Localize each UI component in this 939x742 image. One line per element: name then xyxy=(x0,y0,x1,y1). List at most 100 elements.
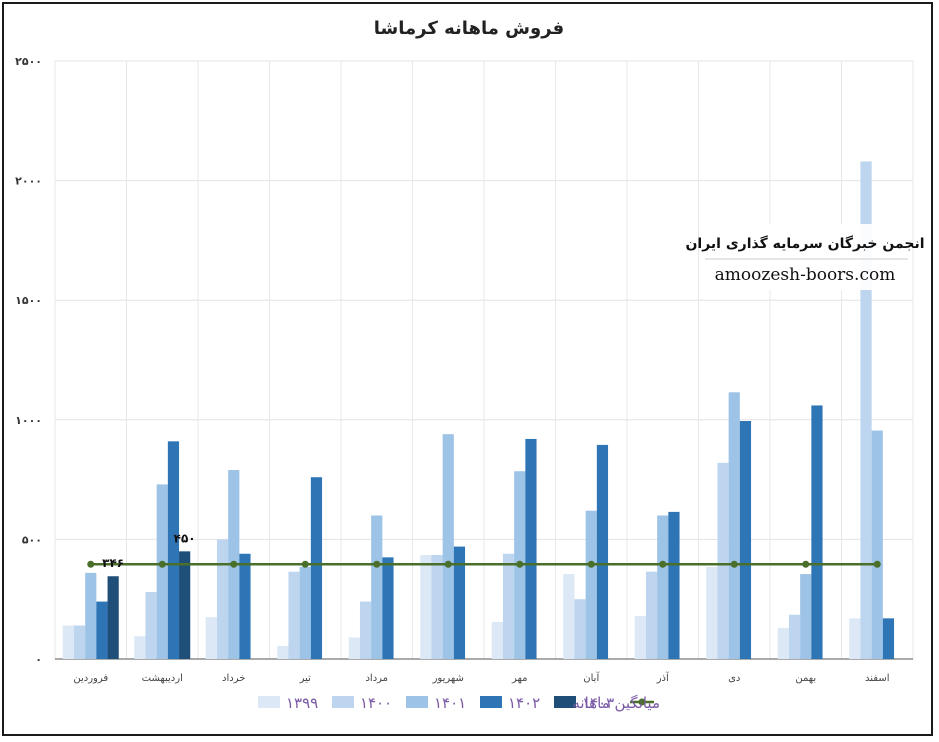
average-point xyxy=(516,560,524,568)
average-point xyxy=(873,560,881,568)
bar xyxy=(563,574,575,659)
bar xyxy=(216,539,229,659)
x-tick-label: مرداد xyxy=(365,673,388,684)
bar xyxy=(167,441,180,659)
legend-label: ۱۳۹۹ xyxy=(286,694,318,712)
legend-swatch xyxy=(480,696,502,708)
bar xyxy=(574,599,586,659)
bar xyxy=(668,511,680,659)
bar xyxy=(205,617,217,659)
bar xyxy=(800,574,812,659)
x-tick-label: آذر xyxy=(656,671,670,684)
bar xyxy=(288,571,300,659)
legend-swatch xyxy=(258,696,280,708)
average-point xyxy=(802,560,810,568)
chart-title: فروش ماهانه کرماشا xyxy=(374,18,564,39)
data-label: ۴۵۰ xyxy=(174,531,196,545)
legend-label: ۱۴۰۳ xyxy=(582,694,614,712)
bar xyxy=(299,566,311,659)
bars xyxy=(62,161,895,660)
average-point xyxy=(301,560,309,568)
x-tick-label: آبان xyxy=(583,671,600,684)
y-axis-ticks: ۰ ۵۰۰ ۱۰۰۰ ۱۵۰۰ ۲۰۰۰ ۲۵۰۰ xyxy=(15,55,42,666)
bar xyxy=(442,434,454,659)
legend-swatch xyxy=(332,696,354,708)
bar xyxy=(382,557,394,659)
y-tick-label: ۰ xyxy=(35,653,42,666)
bar xyxy=(525,438,537,659)
bar xyxy=(431,554,443,659)
bar xyxy=(179,551,191,659)
bar xyxy=(134,636,146,659)
bar xyxy=(634,615,646,659)
bar xyxy=(348,637,360,659)
watermark-url: amoozesh-boors.com xyxy=(715,265,896,285)
average-point xyxy=(373,560,381,568)
bar xyxy=(310,477,323,659)
x-tick-label: مهر xyxy=(511,673,527,684)
bar xyxy=(849,618,861,659)
x-tick-label: تیر xyxy=(299,673,312,684)
bar xyxy=(811,405,823,659)
bar xyxy=(645,571,658,659)
bar xyxy=(585,510,597,659)
legend-swatch xyxy=(406,696,428,708)
average-point xyxy=(444,560,452,568)
x-axis-ticks: فروردین اردیبهشت خرداد تیر مرداد شهریور مهر آبا… xyxy=(73,671,889,684)
bar xyxy=(359,601,372,659)
bar xyxy=(96,601,108,659)
x-tick-label: دی xyxy=(728,673,740,684)
bar xyxy=(728,392,740,659)
bar xyxy=(882,618,895,659)
x-tick-label: شهریور xyxy=(432,673,464,684)
watermark-box xyxy=(700,224,910,290)
average-point xyxy=(587,560,595,568)
data-label: ۳۴۶ xyxy=(102,556,124,570)
x-tick-label: فروردین xyxy=(73,673,108,684)
legend-label: ۱۴۰۱ xyxy=(434,694,466,712)
average-point xyxy=(158,560,166,568)
bar xyxy=(239,553,251,659)
bar xyxy=(860,161,872,660)
y-tick-label: ۱۰۰۰ xyxy=(15,414,42,427)
watermark-title: انجمن خبرگان سرمایه گذاری ایران xyxy=(685,235,924,252)
legend-label: میانگین ماهانه xyxy=(572,694,660,712)
x-tick-label: بهمن xyxy=(795,673,816,684)
x-tick-label: اردیبهشت xyxy=(142,673,183,684)
x-tick-label: اسفند xyxy=(865,673,889,684)
y-tick-label: ۲۵۰۰ xyxy=(15,55,42,68)
bar xyxy=(657,515,669,659)
legend-label: ۱۴۰۰ xyxy=(360,694,392,712)
bar xyxy=(453,546,466,659)
bar xyxy=(502,553,515,659)
grid xyxy=(54,60,914,660)
bar xyxy=(596,444,609,659)
bar xyxy=(706,566,718,659)
legend-swatch xyxy=(554,696,576,708)
bar xyxy=(739,420,752,659)
average-point xyxy=(659,560,667,568)
bar xyxy=(62,625,74,659)
bar xyxy=(777,627,789,659)
average-point xyxy=(730,560,738,568)
bar xyxy=(717,462,729,659)
bar xyxy=(491,621,503,659)
bar xyxy=(277,645,289,659)
y-tick-label: ۲۰۰۰ xyxy=(15,175,42,188)
y-tick-label: ۵۰۰ xyxy=(22,533,42,546)
watermark: انجمن خبرگان سرمایه گذاری ایران amoozesh… xyxy=(685,224,925,290)
legend-line-marker xyxy=(638,698,646,706)
legend-label: ۱۴۰۲ xyxy=(508,694,540,712)
bar xyxy=(788,614,801,659)
data-labels: ۳۴۶ ۴۵۰ xyxy=(102,531,195,570)
bar xyxy=(371,515,383,659)
bar xyxy=(85,572,97,659)
bar xyxy=(73,625,86,659)
average-line xyxy=(87,560,881,568)
bar xyxy=(156,484,168,659)
x-tick-label: خرداد xyxy=(222,673,245,684)
average-point xyxy=(230,560,238,568)
bar xyxy=(871,430,883,659)
